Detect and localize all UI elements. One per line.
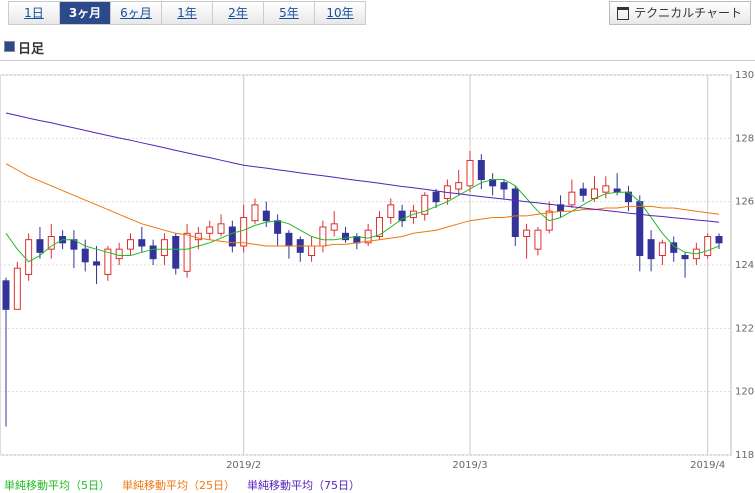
candle-body: [138, 239, 146, 247]
period-tabs: 1日 3ヶ月 6ヶ月 1年 2年 5年 10年: [8, 1, 366, 25]
candle-body: [47, 236, 55, 250]
candle-body: [613, 188, 621, 193]
candle-body: [206, 226, 214, 234]
candle-body: [228, 226, 236, 247]
candle-body: [353, 236, 361, 244]
period-tab[interactable]: 2年: [212, 1, 264, 25]
candle-body: [172, 236, 180, 269]
candle-body: [477, 160, 485, 180]
y-tick-label: 126: [735, 197, 754, 208]
period-tab[interactable]: 1年: [161, 1, 213, 25]
legend-entry: 単純移動平均（5日）: [4, 479, 110, 492]
candle-body: [579, 188, 587, 196]
candle-body: [398, 210, 406, 222]
candle-body: [500, 182, 508, 190]
candle-body: [93, 261, 101, 266]
candle-body: [308, 245, 316, 256]
candle-body: [2, 280, 10, 310]
candle-body: [658, 242, 666, 256]
technical-chart-button[interactable]: テクニカルチャート: [609, 1, 751, 25]
moving-average-line: [5, 163, 720, 247]
candle-body: [36, 239, 44, 253]
x-tick-label: 2019/4: [690, 460, 725, 471]
candle-body: [330, 223, 338, 231]
candle-body: [240, 217, 248, 247]
period-tab[interactable]: 10年: [314, 1, 366, 25]
x-tick-label: 2019/3: [452, 460, 487, 471]
y-tick-label: 122: [735, 323, 754, 334]
heading: 日足: [4, 38, 44, 57]
candle-body: [115, 248, 123, 260]
candle-body: [523, 229, 531, 238]
candle-body: [342, 232, 350, 241]
candle-body: [149, 245, 157, 260]
candle-body: [126, 239, 134, 250]
candle-body: [217, 223, 225, 234]
y-tick-label: 124: [735, 260, 754, 271]
period-tab[interactable]: 1日: [8, 1, 60, 25]
candle-body: [104, 248, 112, 276]
candle-body: [387, 204, 395, 218]
period-tab[interactable]: 3ヶ月: [59, 1, 111, 25]
candle-body: [466, 160, 474, 187]
candle-body: [715, 236, 723, 244]
candle-body: [534, 229, 542, 250]
candle-body: [421, 194, 429, 215]
x-tick-label: 2019/2: [226, 460, 261, 471]
y-tick-label: 118: [735, 450, 754, 461]
candle-body: [681, 255, 689, 260]
moving-average-line: [5, 179, 720, 263]
y-tick-label: 130: [735, 70, 754, 81]
legend-entry: 単純移動平均（25日）: [122, 479, 235, 492]
candle-body: [183, 232, 191, 272]
candle-body: [285, 232, 293, 247]
candle-body: [602, 185, 610, 193]
candle-body: [432, 191, 440, 203]
candle-body: [274, 220, 282, 234]
candle-body: [647, 239, 655, 260]
moving-average-line: [5, 112, 720, 223]
candle-body: [25, 239, 33, 276]
candle-body: [13, 267, 21, 310]
candle-body: [251, 204, 259, 222]
candle-body: [81, 248, 89, 263]
candle-body: [364, 229, 372, 244]
legend: 単純移動平均（5日） 単純移動平均（25日） 単純移動平均（75日）: [4, 477, 360, 493]
y-tick-label: 128: [735, 133, 754, 144]
candle-body: [511, 188, 519, 237]
y-tick-label: 120: [735, 387, 754, 398]
candle-body: [194, 232, 202, 241]
legend-entry: 単純移動平均（75日）: [247, 479, 360, 492]
candle-body: [591, 188, 599, 199]
period-tab[interactable]: 6ヶ月: [110, 1, 162, 25]
candle-body: [568, 191, 576, 206]
candle-body: [319, 226, 327, 247]
separator: [0, 60, 755, 61]
candle-body: [375, 217, 383, 237]
candle-body: [636, 201, 644, 257]
candle-body: [704, 236, 712, 256]
candle-body: [160, 239, 168, 257]
candle-body: [455, 182, 463, 190]
candle-body: [262, 210, 270, 222]
